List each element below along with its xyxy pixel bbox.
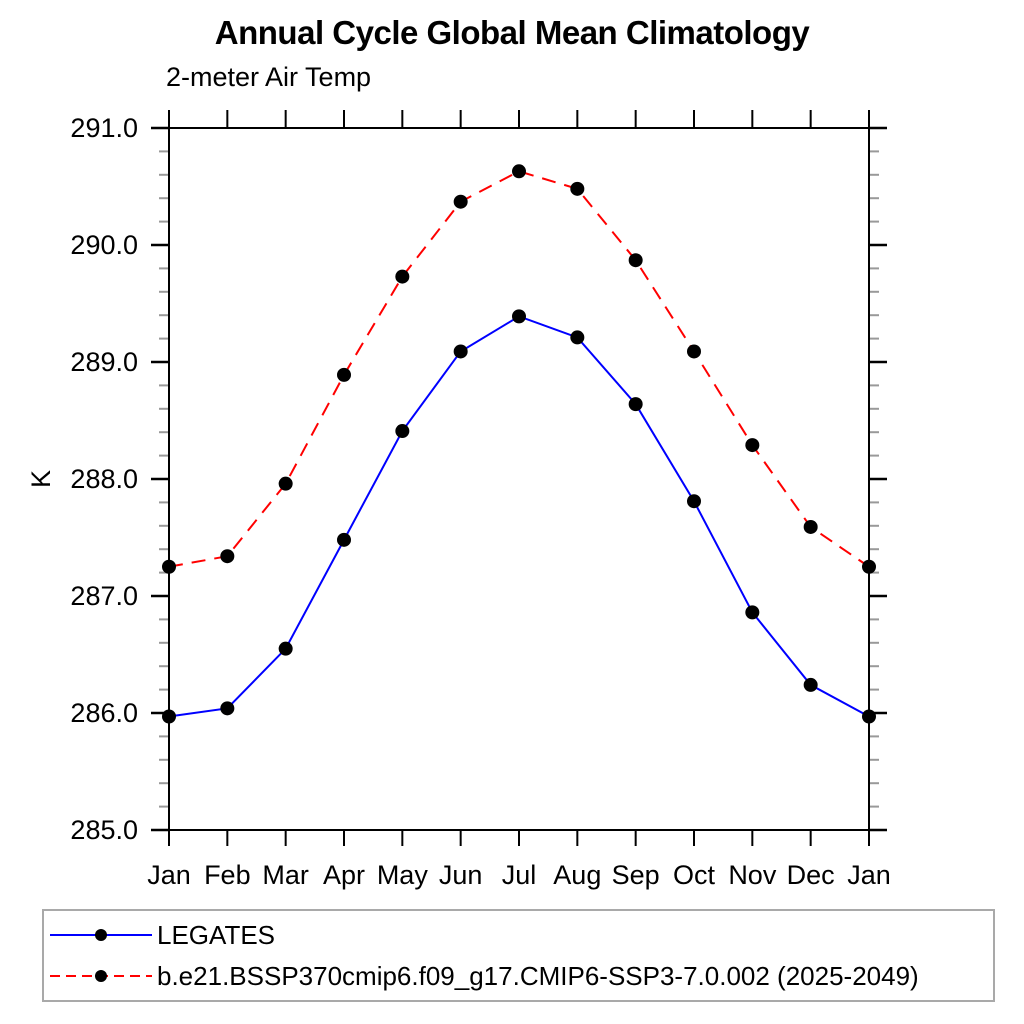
data-point-marker bbox=[687, 344, 701, 359]
y-axis-tick-labels: 285.0 286.0 287.0 288.0 289.0 290.0 291.0 bbox=[70, 113, 138, 845]
data-point-marker bbox=[512, 309, 526, 324]
data-point-marker bbox=[862, 559, 876, 574]
legend: LEGATES b.e21.BSSP370cmip6.f09_g17.CMIP6… bbox=[42, 909, 995, 1002]
x-tick-label: Jan bbox=[147, 860, 191, 890]
x-tick-label: May bbox=[377, 860, 429, 890]
series-line-0 bbox=[168, 315, 870, 718]
y-tick-label: 290.0 bbox=[70, 230, 138, 260]
legend-entry-legates: LEGATES bbox=[48, 919, 276, 950]
series-0 bbox=[162, 309, 876, 724]
x-axis-ticks bbox=[168, 110, 870, 846]
plot-border bbox=[168, 127, 870, 831]
data-point-marker bbox=[395, 269, 410, 284]
data-point-marker bbox=[162, 709, 176, 724]
data-point-marker bbox=[337, 532, 351, 547]
legend-marker-0 bbox=[95, 929, 107, 941]
legend-entry-model: b.e21.BSSP370cmip6.f09_g17.CMIP6-SSP3-7.… bbox=[48, 960, 919, 991]
chart-subtitle: 2-meter Air Temp bbox=[166, 62, 372, 92]
x-axis-tick-labels: Jan Feb Mar Apr May Jun Jul Aug Sep Oct Nov Dec Jan bbox=[147, 860, 891, 890]
data-point-marker bbox=[220, 549, 235, 564]
series-1 bbox=[162, 164, 876, 574]
legend-sample-0 bbox=[50, 929, 152, 941]
legend-label-1: b.e21.BSSP370cmip6.f09_g17.CMIP6-SSP3-7.… bbox=[157, 960, 919, 991]
x-tick-label: Jan bbox=[847, 860, 891, 890]
x-tick-label: Apr bbox=[323, 860, 365, 890]
data-point-marker bbox=[453, 194, 468, 209]
x-tick-label: Sep bbox=[612, 860, 660, 890]
x-tick-label: Jun bbox=[439, 860, 483, 890]
y-tick-label: 286.0 bbox=[70, 698, 138, 728]
data-point-marker bbox=[278, 476, 293, 491]
data-point-marker bbox=[862, 709, 876, 724]
data-point-marker bbox=[745, 438, 760, 453]
x-tick-label: Mar bbox=[262, 860, 309, 890]
data-point-marker bbox=[687, 494, 701, 509]
legend-label-0: LEGATES bbox=[157, 919, 276, 950]
y-tick-label: 291.0 bbox=[70, 113, 138, 143]
data-point-marker bbox=[453, 344, 468, 359]
y-axis-title: K bbox=[26, 470, 56, 488]
data-point-marker bbox=[570, 181, 585, 196]
data-point-marker bbox=[628, 253, 643, 268]
y-tick-label: 287.0 bbox=[70, 581, 138, 611]
y-tick-label: 289.0 bbox=[70, 347, 138, 377]
y-tick-label: 285.0 bbox=[70, 815, 138, 845]
chart-title: Annual Cycle Global Mean Climatology bbox=[214, 14, 810, 51]
data-point-marker bbox=[803, 677, 818, 692]
legend-marker-1 bbox=[95, 970, 107, 982]
series-line-1 bbox=[168, 170, 870, 568]
data-point-marker bbox=[745, 605, 760, 620]
data-point-marker bbox=[512, 164, 526, 179]
data-point-marker bbox=[278, 641, 293, 656]
y-axis-major-ticks bbox=[151, 126, 887, 832]
x-tick-label: Feb bbox=[204, 860, 251, 890]
data-point-marker bbox=[570, 330, 585, 345]
data-point-marker bbox=[337, 367, 351, 382]
y-tick-label: 288.0 bbox=[70, 464, 138, 494]
data-point-marker bbox=[162, 559, 176, 574]
data-point-marker bbox=[220, 701, 235, 716]
y-axis-minor-ticks bbox=[159, 150, 879, 808]
data-point-marker bbox=[803, 519, 818, 534]
data-point-marker bbox=[395, 424, 410, 439]
x-tick-label: Nov bbox=[728, 860, 777, 890]
x-tick-label: Oct bbox=[673, 860, 716, 890]
data-point-marker bbox=[628, 397, 643, 412]
legend-sample-1 bbox=[50, 970, 152, 982]
x-tick-label: Aug bbox=[553, 860, 601, 890]
x-tick-label: Jul bbox=[502, 860, 537, 890]
x-tick-label: Dec bbox=[787, 860, 835, 890]
